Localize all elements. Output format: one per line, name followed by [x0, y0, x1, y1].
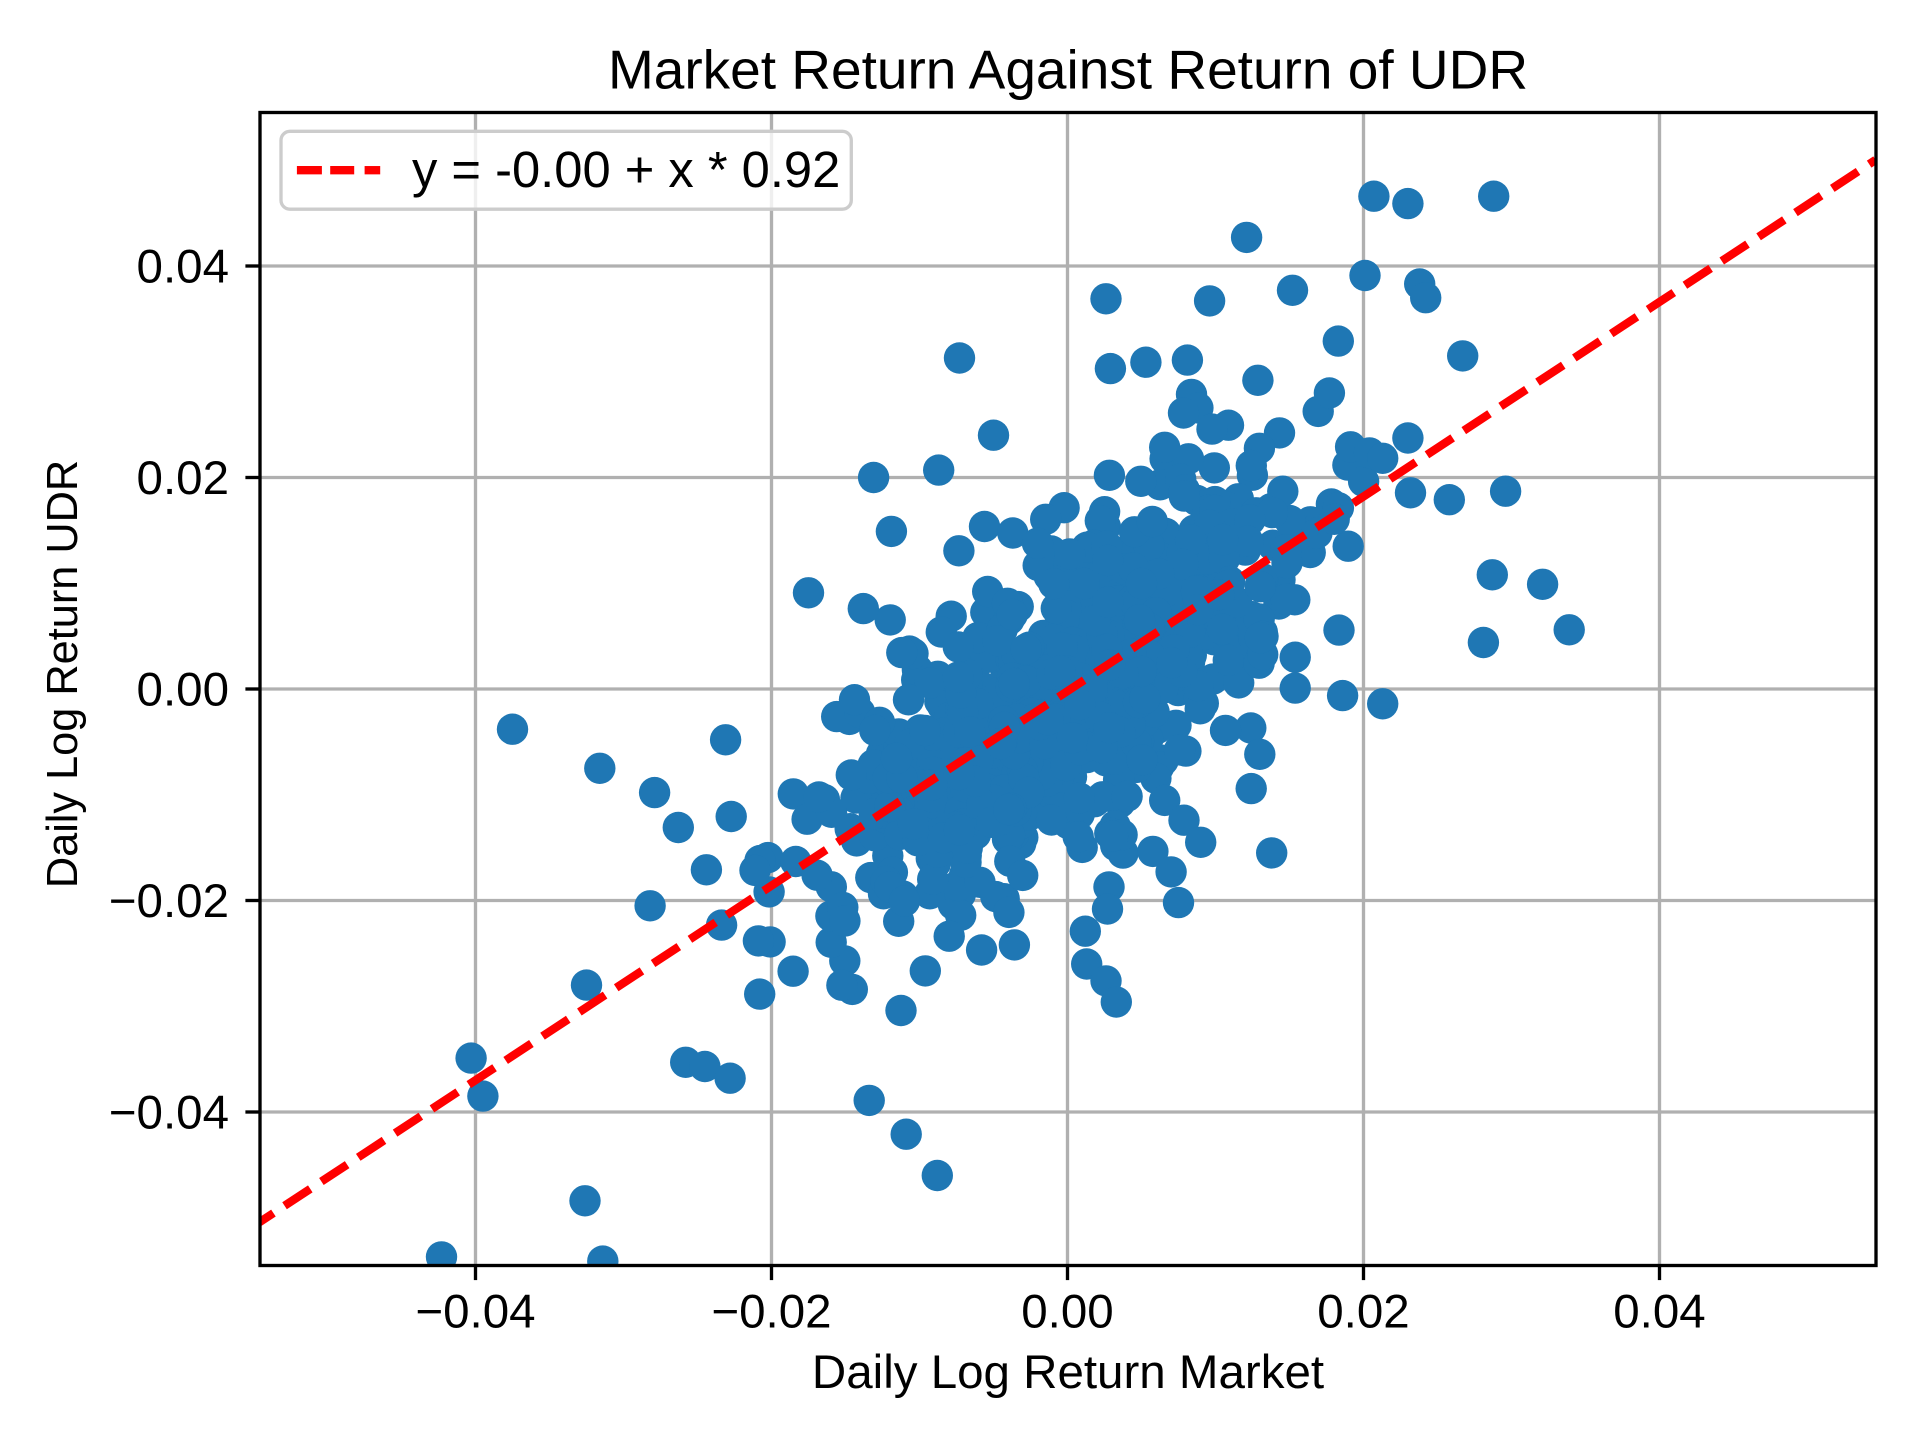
svg-text:−0.04: −0.04: [415, 1286, 535, 1339]
svg-text:Daily Log Return Market: Daily Log Return Market: [812, 1346, 1324, 1399]
svg-text:−0.02: −0.02: [109, 875, 229, 928]
svg-text:−0.04: −0.04: [109, 1086, 229, 1139]
svg-text:y = -0.00 + x * 0.92: y = -0.00 + x * 0.92: [412, 141, 840, 198]
svg-text:Daily Log Return UDR: Daily Log Return UDR: [39, 460, 87, 888]
svg-text:0.00: 0.00: [137, 663, 229, 716]
svg-text:0.02: 0.02: [137, 452, 229, 505]
svg-text:−0.02: −0.02: [711, 1286, 831, 1339]
svg-text:0.00: 0.00: [1021, 1286, 1113, 1339]
svg-text:Market Return Against Return o: Market Return Against Return of UDR: [608, 38, 1528, 100]
svg-text:0.04: 0.04: [1613, 1286, 1705, 1339]
svg-text:0.02: 0.02: [1317, 1286, 1409, 1339]
svg-text:0.04: 0.04: [137, 240, 229, 293]
